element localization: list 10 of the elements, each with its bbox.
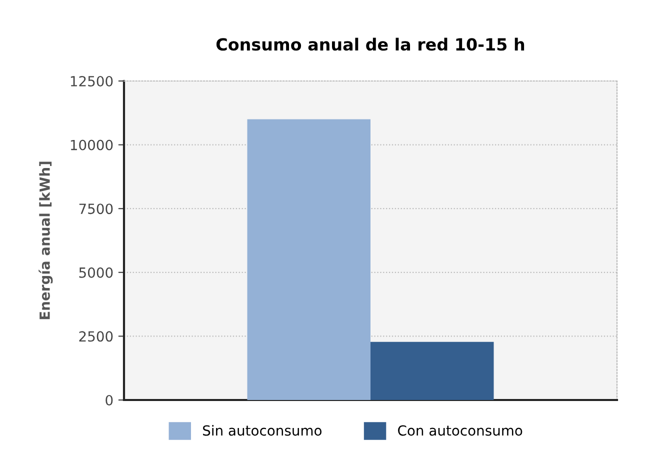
- y-axis-title: Energía anual [kWh]: [38, 162, 53, 320]
- y-tick-label: 7500: [79, 204, 113, 214]
- legend-label: Con autoconsumo: [398, 425, 522, 436]
- legend-label: Sin autoconsumo: [203, 424, 322, 436]
- y-tick-label: 10000: [70, 140, 113, 150]
- y-tick-label: 5000: [79, 267, 113, 278]
- chart-title: Consumo anual de la red 10-15 h: [216, 38, 524, 51]
- y-tick-label: 0: [106, 394, 113, 406]
- y-tick-label: 12500: [70, 76, 113, 86]
- y-tick-label: 2500: [79, 331, 113, 342]
